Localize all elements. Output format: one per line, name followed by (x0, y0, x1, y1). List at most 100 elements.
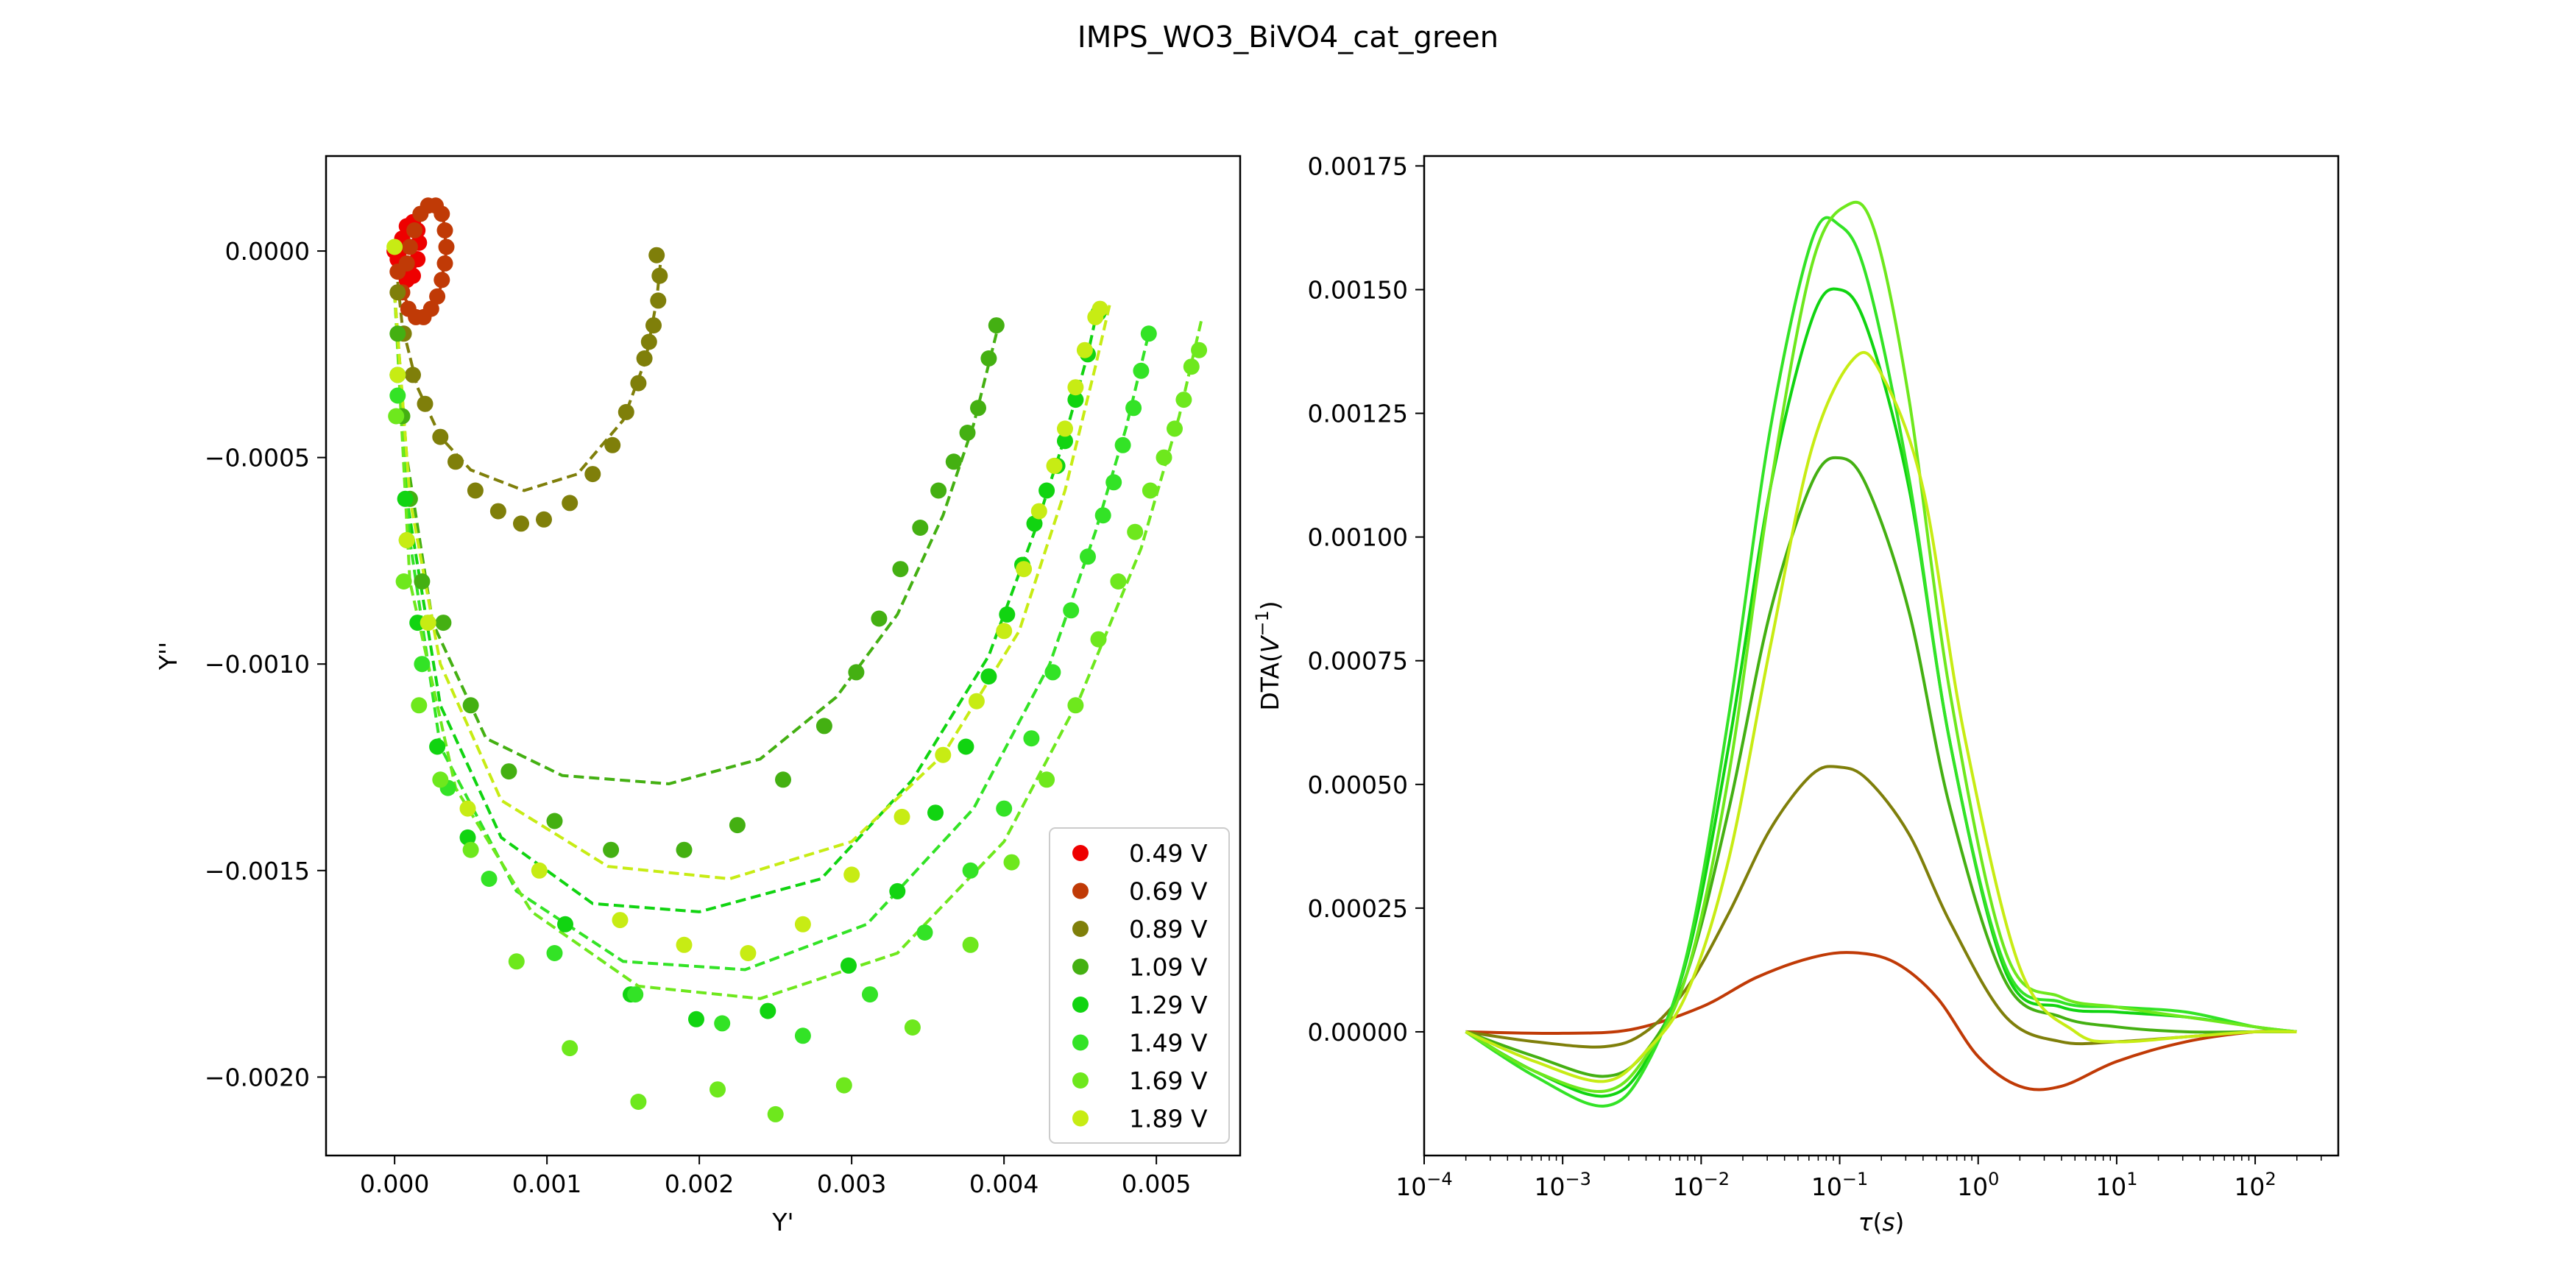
right-y-tick-label: 0.00000 (1308, 1018, 1408, 1047)
data-point-series-6-14 (1038, 771, 1055, 788)
data-point-series-7-16 (1030, 503, 1047, 520)
legend-label-2: 0.89 V (1129, 915, 1208, 944)
data-point-series-3-15 (892, 561, 909, 578)
left-axes-frame (325, 155, 1242, 1157)
right-x-tick-label: 102 (2234, 1169, 2276, 1201)
fit-line-series-2 (393, 250, 663, 492)
data-point-series-3-18 (945, 453, 962, 470)
data-point-series-6-15 (1067, 697, 1084, 714)
right-x-tick-label: 100 (1957, 1169, 1999, 1201)
data-point-series-7-22 (1091, 300, 1108, 317)
fit-line-series-6 (393, 292, 1204, 1000)
left-y-axis-label: Y'' (154, 642, 183, 670)
legend-marker-3 (1072, 958, 1089, 975)
data-point-series-5-5 (546, 945, 563, 961)
data-point-series-1-7 (434, 272, 450, 289)
right-y-tick-label: 0.00075 (1308, 647, 1408, 676)
data-point-series-0-4 (405, 267, 421, 284)
data-point-series-5-22 (1140, 325, 1157, 342)
right-x-tick-label: 101 (2095, 1169, 2137, 1201)
left-plot-area (386, 197, 1208, 1122)
data-point-series-7-6 (612, 912, 629, 929)
data-point-series-6-2 (411, 697, 428, 714)
figure-title: IMPS_WO3_BiVO4_cat_green (1078, 21, 1498, 54)
data-point-series-5-16 (1080, 548, 1096, 565)
right-x-axis-label: τ(s) (1858, 1208, 1905, 1236)
data-point-series-5-8 (794, 1027, 811, 1044)
data-point-series-7-13 (968, 693, 985, 710)
data-point-series-6-23 (1183, 358, 1200, 375)
data-point-series-2-20 (648, 247, 665, 263)
right-panel: 10−4 10−3 10−2 10−1 100 101 102 0.00000 0.00025 0… (1252, 152, 2340, 1236)
data-point-series-2-14 (630, 375, 647, 392)
legend-marker-6 (1072, 1072, 1089, 1089)
data-point-series-6-12 (962, 936, 979, 953)
data-point-series-7-18 (1057, 420, 1073, 437)
right-y-tick-label: 0.00125 (1308, 400, 1408, 428)
right-y-tick-label: 0.00175 (1308, 152, 1408, 180)
data-point-series-6-1 (395, 573, 412, 590)
data-point-series-1-17 (398, 255, 415, 272)
data-point-series-2-17 (645, 317, 662, 334)
right-x-tick-label: 10−3 (1534, 1169, 1590, 1201)
data-point-series-1-9 (438, 238, 455, 255)
data-point-series-4-17 (1026, 515, 1043, 532)
data-point-series-4-10 (841, 957, 857, 974)
data-point-series-1-14 (412, 205, 429, 222)
data-point-series-6-13 (1003, 854, 1020, 871)
data-point-series-2-5 (447, 453, 464, 470)
data-point-series-3-12 (815, 718, 832, 735)
left-x-tick-label: 0.003 (817, 1170, 886, 1198)
data-point-series-2-8 (513, 515, 529, 532)
data-point-series-4-3 (429, 738, 446, 755)
legend-label-7: 1.89 V (1129, 1105, 1208, 1133)
data-point-series-4-12 (927, 804, 944, 821)
data-point-series-7-3 (420, 615, 436, 631)
fit-line-series-3 (393, 292, 998, 786)
data-point-series-3-10 (729, 817, 746, 834)
data-point-series-4-6 (557, 916, 573, 933)
data-point-series-2-15 (636, 350, 653, 367)
data-point-series-5-7 (714, 1015, 731, 1032)
left-panel: 0.000 0.001 0.002 0.003 0.004 0.005 0.0000 −0.0… (154, 155, 1242, 1236)
fit-line-series-5 (393, 292, 1150, 972)
data-point-series-7-20 (1076, 342, 1093, 358)
left-x-axis-label: Y' (771, 1208, 793, 1236)
data-point-series-5-14 (1044, 664, 1061, 681)
data-point-series-6-21 (1167, 420, 1183, 437)
data-point-series-5-4 (481, 871, 498, 887)
data-point-series-4-14 (980, 668, 997, 685)
data-point-series-1-10 (436, 222, 453, 238)
data-point-series-5-9 (862, 986, 878, 1003)
data-point-series-4-8 (688, 1011, 704, 1027)
right-x-tick-label: 10−2 (1673, 1169, 1730, 1201)
data-point-series-2-9 (536, 511, 552, 528)
data-point-series-3-6 (500, 763, 517, 780)
data-point-series-3-16 (912, 520, 929, 536)
data-point-series-7-7 (676, 936, 693, 953)
legend-items: 0.49 V 0.69 V 0.89 V 1.09 V 1.29 V 1.49 V 1.69… (1072, 839, 1208, 1133)
legend-marker-0 (1072, 845, 1089, 861)
left-x-tick-label: 0.001 (512, 1170, 581, 1198)
right-y-tick-label: 0.00025 (1308, 894, 1408, 923)
data-point-series-5-18 (1105, 474, 1122, 491)
data-point-series-5-6 (627, 986, 644, 1003)
legend-label-6: 1.69 V (1129, 1066, 1208, 1095)
data-point-series-7-12 (935, 746, 952, 763)
data-point-series-7-4 (459, 800, 476, 817)
data-point-series-7-1 (389, 367, 406, 383)
data-point-series-5-12 (996, 800, 1013, 817)
data-point-series-3-17 (930, 482, 947, 499)
left-x-tick-label: 0.002 (665, 1170, 734, 1198)
data-point-series-2-3 (417, 395, 434, 412)
data-point-series-5-11 (962, 862, 979, 879)
data-point-series-5-10 (916, 924, 933, 941)
legend-label-0: 0.49 V (1129, 839, 1208, 868)
data-point-series-5-15 (1063, 602, 1080, 619)
data-point-series-1-15 (406, 222, 423, 238)
data-point-series-4-20 (1057, 433, 1073, 450)
data-point-series-7-2 (398, 531, 415, 548)
data-point-series-4-13 (958, 738, 974, 755)
data-point-series-3-0 (389, 325, 406, 342)
